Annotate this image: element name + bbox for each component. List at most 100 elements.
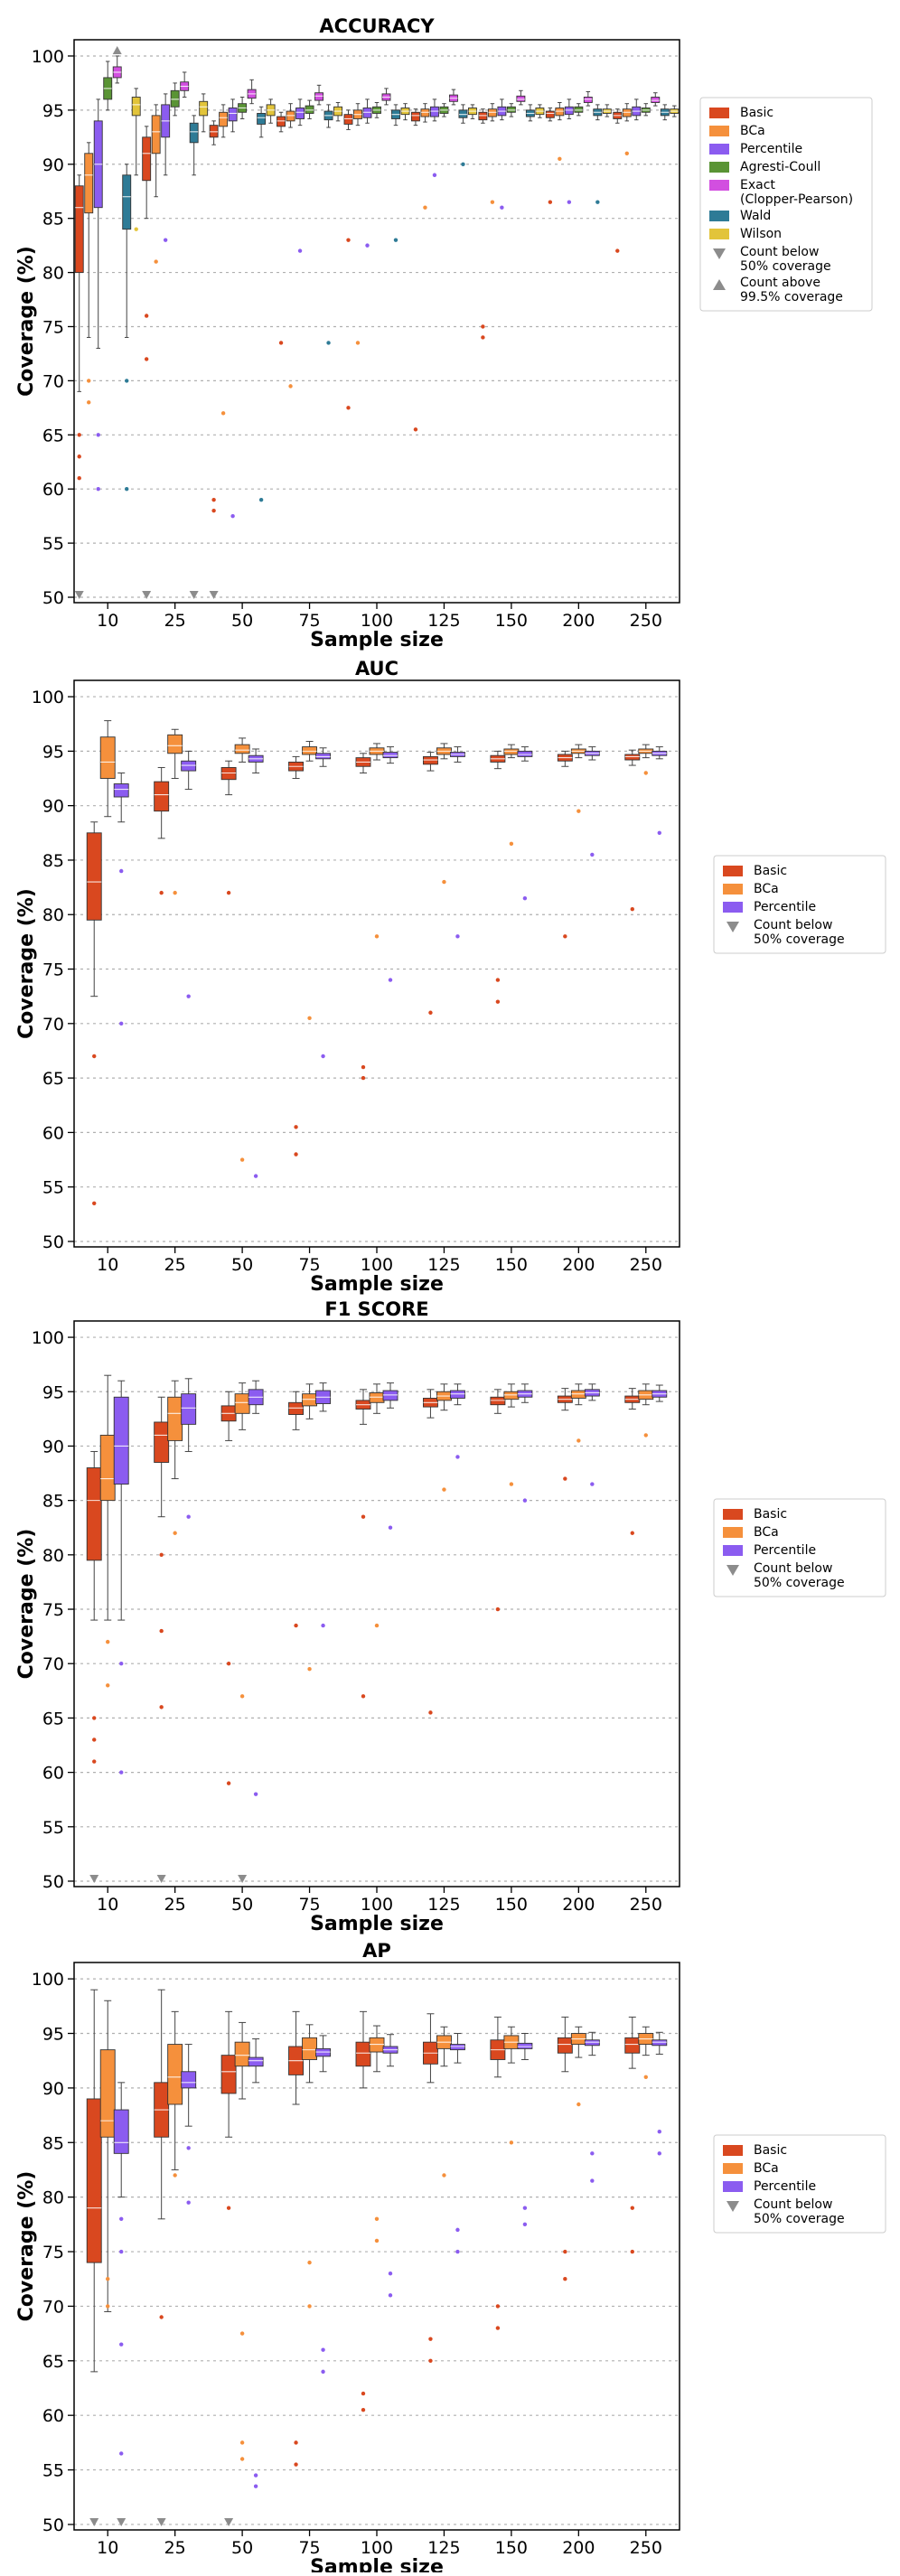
outlier-point [106, 2304, 110, 2309]
legend-swatch [709, 229, 729, 239]
x-tick-label: 50 [231, 2538, 253, 2558]
outlier-point [321, 2369, 325, 2375]
x-tick-label: 250 [630, 2538, 662, 2558]
y-tick-label: 95 [42, 1382, 64, 1402]
outlier-point [159, 890, 164, 895]
outlier-point [509, 1482, 514, 1486]
y-tick-label: 70 [42, 1654, 64, 1674]
outlier-point [119, 1662, 124, 1666]
chart-title: AP [362, 1940, 391, 1962]
outlier-point [159, 1628, 164, 1634]
legend: Basic BCa Percentile Count below 50% coverag… [713, 855, 886, 954]
outlier-point [297, 248, 303, 253]
box [220, 2055, 237, 2094]
box [355, 2041, 371, 2067]
box [422, 755, 438, 765]
x-tick-label: 150 [495, 1895, 528, 1915]
box [564, 106, 574, 116]
box [369, 1392, 385, 1403]
legend-entry-line: Count above [740, 276, 820, 290]
legend-swatch [709, 211, 729, 221]
outlier-point [428, 2337, 433, 2341]
box [277, 116, 286, 127]
outlier-point [481, 335, 485, 340]
legend-swatch [723, 1545, 743, 1556]
x-tick-label: 75 [298, 1255, 320, 1275]
outlier-point [173, 1531, 177, 1535]
outlier-point [92, 1054, 97, 1059]
legend-swatch [723, 866, 743, 876]
box [74, 185, 84, 274]
chart-title: ACCURACY [319, 15, 435, 37]
outlier-point [186, 2146, 191, 2150]
outlier-point [294, 1125, 298, 1129]
chart-panel-auc: AUC 50 55 60 65 70 75 80 85 90 95 100 10 25 50 75 100 125… [15, 658, 886, 1296]
y-tick-label: 95 [42, 2025, 64, 2045]
outlier-point [159, 2315, 164, 2319]
legend-triangle-down-icon [727, 922, 739, 932]
outlier-point [423, 205, 427, 210]
outlier-point [563, 2249, 567, 2254]
count-below-50-marker [238, 1874, 248, 1883]
box [420, 108, 430, 117]
box [490, 1396, 506, 1406]
box [487, 108, 497, 117]
x-tick-label: 150 [495, 611, 528, 631]
legend-triangle-down-icon [727, 1565, 739, 1576]
outlier-point [211, 508, 216, 513]
outlier-point [92, 1201, 97, 1205]
outlier-point [159, 1705, 164, 1710]
box [343, 114, 353, 125]
legend-frame [699, 97, 873, 312]
outlier-point [490, 200, 495, 204]
legend-entry: Percentile [754, 1543, 816, 1558]
box [86, 1467, 102, 1561]
outlier-point [119, 1770, 124, 1775]
box [131, 97, 141, 117]
outlier-point [630, 2206, 634, 2210]
box [86, 832, 102, 921]
outlier-point [657, 830, 661, 836]
outlier-point [522, 1498, 528, 1503]
outlier-point [509, 2140, 514, 2145]
chart-panel-ap: AP 50 55 60 65 70 75 80 85 90 95 100 10 25 50 75 100 125 1… [15, 1940, 886, 2576]
outlier-point [125, 379, 129, 383]
x-tick-label: 125 [427, 1895, 460, 1915]
outlier-point [144, 357, 149, 361]
legend-swatch [723, 884, 743, 895]
chart-title: F1 SCORE [324, 1298, 428, 1320]
outlier-point [361, 2407, 366, 2412]
outlier-point [428, 1710, 433, 1715]
outlier-point [77, 454, 81, 459]
box [517, 750, 533, 757]
x-tick-label: 25 [164, 2538, 186, 2558]
x-tick-label: 50 [231, 1895, 253, 1915]
y-tick-label: 60 [42, 2406, 64, 2426]
outlier-point [307, 2260, 312, 2265]
outlier-point [388, 2293, 393, 2298]
box [622, 108, 632, 117]
outlier-point [432, 173, 437, 177]
legend-entry: Basic [754, 2143, 787, 2158]
outlier-point [495, 1606, 501, 1612]
chart-title: AUC [355, 658, 398, 679]
outlier-point [288, 384, 293, 389]
outlier-point [522, 2206, 528, 2210]
box [199, 100, 209, 117]
legend-swatch [709, 162, 729, 173]
outlier-point [253, 2473, 258, 2478]
outlier-point [294, 1623, 298, 1628]
outlier-point [355, 341, 361, 345]
box [382, 1390, 398, 1401]
outlier-point [278, 341, 284, 345]
outlier-point [643, 1433, 648, 1438]
legend: Basic BCa Percentile Count below 50% coverag… [713, 2134, 886, 2234]
x-tick-label: 50 [231, 611, 253, 631]
legend-entry-line: 99.5% coverage [740, 290, 843, 304]
legend-entry: BCa [754, 2161, 779, 2176]
x-tick-label: 200 [562, 1895, 595, 1915]
outlier-point [211, 497, 216, 502]
box [503, 1391, 520, 1400]
box [181, 2071, 197, 2089]
